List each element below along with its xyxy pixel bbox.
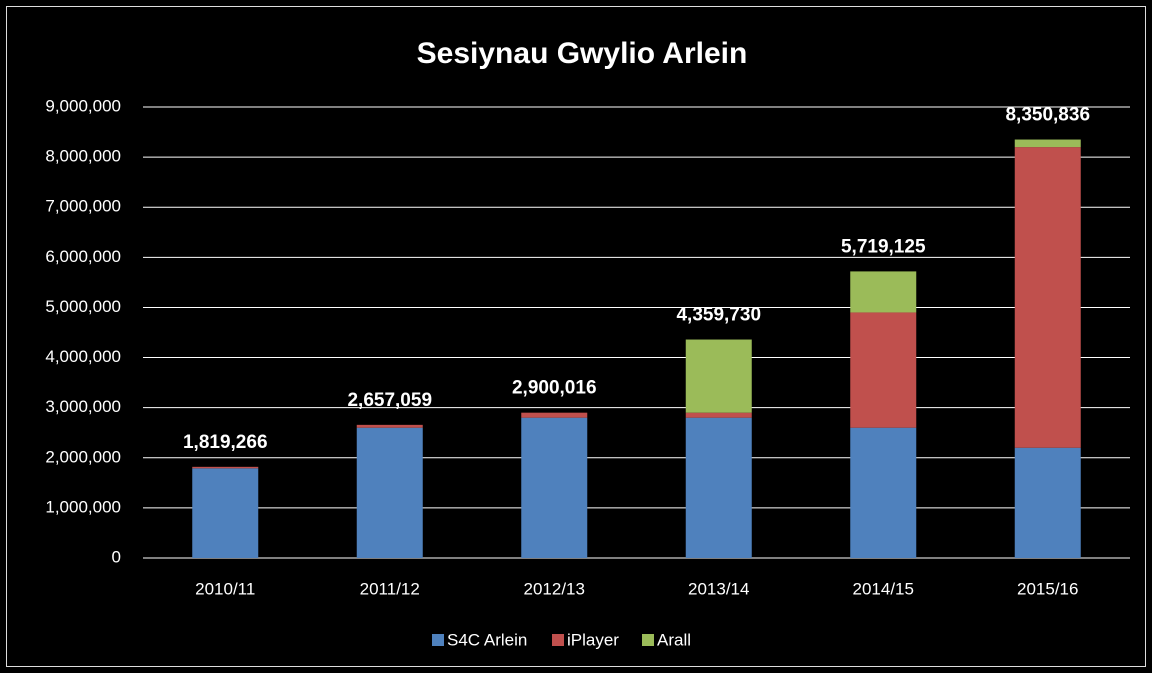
bar-segment [1014,147,1081,448]
legend-swatch [642,634,654,646]
legend-label: iPlayer [567,630,619,649]
y-tick-label: 6,000,000 [45,247,121,266]
legend-swatch [552,634,564,646]
y-tick-label: 3,000,000 [45,397,121,416]
y-tick-label: 8,000,000 [45,147,121,166]
total-label: 1,819,266 [183,432,268,453]
bar-segment [521,412,588,418]
total-label: 8,350,836 [1005,105,1090,126]
legend-label: Arall [657,630,691,649]
bar-segment [1014,447,1081,558]
y-tick-label: 5,000,000 [45,297,121,316]
bar-segment [192,468,259,558]
frame [6,6,1146,667]
bar-segment [1014,139,1081,148]
bar-segment [850,427,917,558]
total-label: 4,359,730 [676,305,761,326]
total-label: 2,900,016 [512,378,597,399]
legend-swatch [432,634,444,646]
total-label: 5,719,125 [841,236,926,257]
total-label: 2,657,059 [347,390,432,411]
legend-label: S4C Arlein [447,630,527,649]
bar-segment [356,424,423,428]
y-tick-label: 2,000,000 [45,447,121,466]
x-tick-label: 2012/13 [524,579,585,598]
y-tick-label: 7,000,000 [45,197,121,216]
bar-segment [192,466,259,469]
y-tick-label: 0 [112,547,121,566]
bar-segment [850,312,917,428]
x-tick-label: 2010/11 [195,579,255,598]
y-tick-label: 9,000,000 [45,96,121,115]
bar-segment [850,271,917,313]
bar-segment [685,417,752,558]
y-tick-label: 4,000,000 [45,347,121,366]
bar-segment [521,417,588,558]
x-tick-label: 2014/15 [853,579,914,598]
bar-segment [685,339,752,413]
y-tick-label: 1,000,000 [45,497,121,516]
x-tick-label: 2011/12 [360,579,420,598]
chart-title: Sesiynau Gwylio Arlein [417,37,748,70]
bar-segment [685,412,752,418]
bar-segment [356,427,423,558]
x-tick-label: 2013/14 [688,579,749,598]
x-tick-label: 2015/16 [1017,579,1078,598]
